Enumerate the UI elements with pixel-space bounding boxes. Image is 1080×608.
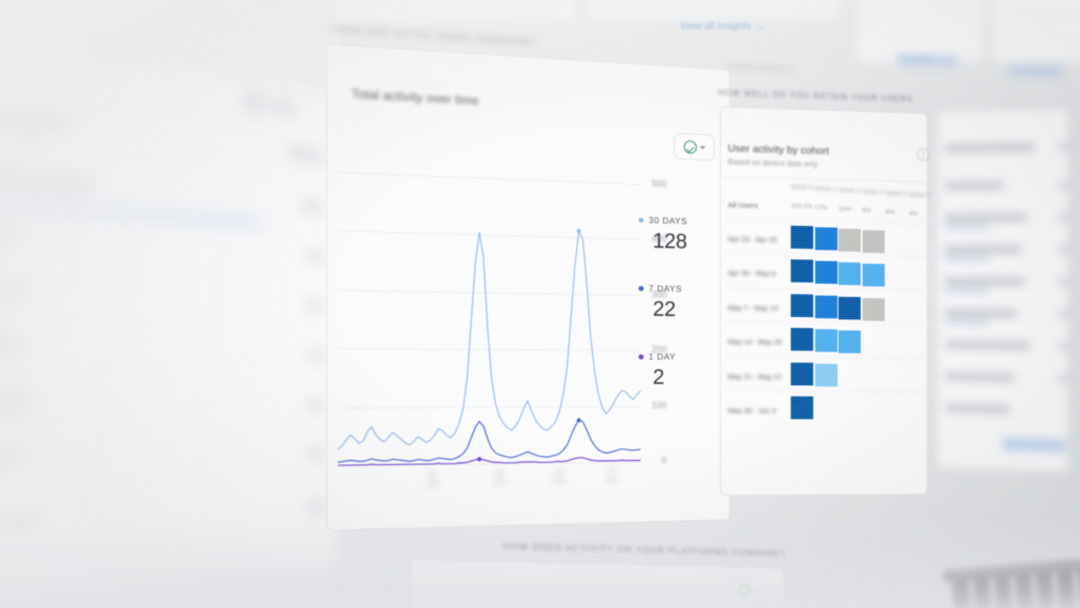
cohort-cell[interactable] bbox=[790, 225, 814, 249]
cohort-cell[interactable] bbox=[790, 293, 814, 318]
legend-dot bbox=[638, 353, 644, 359]
cohort-column-header: Week 2 bbox=[838, 186, 860, 195]
cohort-cell[interactable] bbox=[814, 227, 837, 251]
list-item[interactable] bbox=[944, 277, 1071, 294]
legend-dot bbox=[638, 285, 644, 291]
list-item[interactable] bbox=[0, 392, 323, 418]
y-axis-tick: 0 bbox=[661, 454, 667, 466]
line-series-30-days bbox=[338, 224, 641, 450]
keyboard-key bbox=[1035, 571, 1056, 608]
list-item[interactable] bbox=[944, 309, 1071, 325]
chevron-down-icon[interactable] bbox=[699, 145, 706, 149]
retention-section-label: HOW WELL DO YOU RETAIN YOUR USERS bbox=[717, 88, 914, 104]
cohort-cell[interactable] bbox=[790, 259, 814, 283]
legend-label: 1 DAY bbox=[648, 351, 676, 362]
x-axis-tick: 11 Jan bbox=[426, 468, 439, 488]
cohort-all-users-value: 4% bbox=[909, 209, 919, 218]
cohort-cell[interactable] bbox=[814, 295, 837, 319]
right-panel-action-link[interactable] bbox=[1002, 437, 1067, 452]
right-panel-section-label bbox=[939, 91, 942, 100]
cohort-row-label: Apr 23 - Apr 29 bbox=[727, 234, 777, 245]
list-item[interactable] bbox=[944, 181, 1071, 190]
cohort-row-label: Apr 30 - May 6 bbox=[727, 268, 776, 279]
cohort-column-header: Week 5 bbox=[909, 191, 931, 199]
cohort-all-users-value: 9% bbox=[862, 207, 872, 215]
line-series-group bbox=[338, 172, 641, 466]
legend-label: 7 DAYS bbox=[648, 283, 683, 294]
cohort-column-header: Week 4 bbox=[885, 189, 907, 198]
legend-dot bbox=[638, 217, 644, 223]
keyboard-key bbox=[993, 574, 1014, 608]
cohort-cell[interactable] bbox=[790, 328, 814, 352]
view-all-insights-label: View all insights bbox=[680, 21, 751, 32]
cohort-cell[interactable] bbox=[838, 296, 861, 320]
cohort-row-label: May 21 - May 27 bbox=[727, 371, 783, 381]
cohort-cell[interactable] bbox=[790, 362, 814, 386]
cohort-cell[interactable] bbox=[838, 330, 861, 354]
series-peak-marker bbox=[576, 418, 581, 423]
right-list-panel[interactable] bbox=[931, 84, 1080, 489]
retention-panel: HOW WELL DO YOU RETAIN YOUR USERS User a… bbox=[712, 52, 945, 504]
cohort-cell[interactable] bbox=[838, 262, 861, 286]
keyboard-key bbox=[951, 578, 972, 608]
list-item[interactable] bbox=[944, 213, 1071, 230]
cohort-all-users-value: 17% bbox=[814, 204, 828, 212]
cohort-cell[interactable] bbox=[862, 229, 885, 253]
cohort-cell[interactable] bbox=[790, 396, 814, 420]
x-axis-tick: 13 Feb bbox=[552, 466, 566, 486]
x-axis-tick: 07 Apr bbox=[606, 465, 618, 485]
legend-label: 30 DAYS bbox=[648, 214, 688, 227]
cohort-row-label: May 28 - Jun 3 bbox=[727, 406, 777, 416]
cohort-column-header: Week 0 bbox=[790, 183, 813, 192]
cohort-cell[interactable] bbox=[814, 261, 837, 285]
left-panel-header-pill[interactable] bbox=[269, 96, 296, 116]
keyboard bbox=[942, 545, 1080, 608]
top-card-link-b[interactable] bbox=[1010, 66, 1062, 75]
cohort-row-label: May 7 - May 13 bbox=[727, 303, 779, 313]
cohort-cell[interactable] bbox=[862, 297, 885, 321]
chevron-down-icon[interactable] bbox=[753, 589, 758, 593]
top-card-right-b[interactable] bbox=[992, 0, 1080, 62]
cohort-column-header: Week 1 bbox=[814, 185, 837, 193]
cohort-all-users-value: 14% bbox=[838, 205, 852, 213]
cohort-cell[interactable] bbox=[814, 329, 837, 353]
check-circle-icon bbox=[683, 139, 697, 154]
cohort-cell[interactable] bbox=[838, 228, 861, 252]
cohort-column-header: Week 3 bbox=[862, 188, 884, 196]
left-list-panel[interactable] bbox=[0, 36, 338, 601]
x-axis-tick: 22 Jan bbox=[493, 467, 506, 487]
cohort-row-label: May 14 - May 20 bbox=[727, 337, 783, 347]
list-item[interactable] bbox=[944, 245, 1071, 261]
check-circle-icon bbox=[739, 584, 751, 597]
platform-compare-panel: HOW DOES ACTIVITY ON YOUR PLATFORMS COMP… bbox=[394, 528, 800, 608]
activity-trend-panel: WHEN ARE ACTIVE USERS TRENDING? Total ac… bbox=[317, 10, 740, 542]
keyboard-key bbox=[1014, 573, 1035, 608]
info-icon[interactable]: i bbox=[917, 147, 930, 162]
top-card-center[interactable] bbox=[590, 0, 840, 20]
cohort-cell[interactable] bbox=[814, 363, 837, 387]
cohort-all-users-value: 6% bbox=[885, 208, 895, 216]
arrow-right-icon: → bbox=[754, 21, 765, 32]
keyboard-key bbox=[972, 576, 993, 608]
series-peak-marker bbox=[477, 457, 482, 462]
series-peak-marker bbox=[576, 228, 581, 234]
cohort-cell[interactable] bbox=[862, 263, 885, 287]
cohort-all-users-value: 100.0% bbox=[790, 202, 813, 211]
y-axis-tick: 500 bbox=[651, 178, 667, 190]
keyboard-key bbox=[1056, 569, 1077, 608]
